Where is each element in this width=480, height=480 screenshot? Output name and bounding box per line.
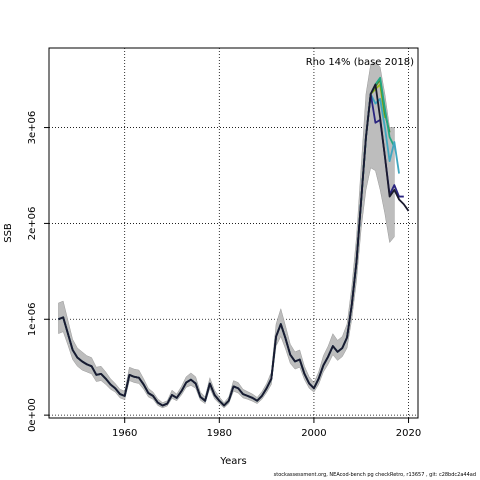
x-axis: 1960 1980 2000 2020 — [112, 417, 421, 439]
plot-border — [48, 47, 419, 419]
retro-peel-line — [58, 93, 400, 407]
x-tick-label: 1960 — [112, 428, 137, 439]
chart-annotation: Rho 14% (base 2018) — [306, 57, 414, 68]
y-tick-label: 3e+06 — [27, 111, 38, 145]
footer-credit: stockassessment.org, NEAcod-bench pg che… — [273, 472, 476, 478]
grid — [49, 48, 418, 418]
x-tick-label: 2000 — [301, 428, 326, 439]
retro-peel-line — [58, 83, 410, 407]
y-axis-label: SSB — [3, 223, 14, 243]
x-tick-label: 2020 — [396, 428, 421, 439]
y-axis: 0e+00 1e+06 2e+06 3e+06 — [27, 111, 50, 432]
retro-peel-line — [58, 76, 396, 407]
ci-band — [58, 62, 395, 409]
x-tick-label: 1980 — [207, 428, 232, 439]
series-lines — [58, 76, 410, 407]
retro-peel-line — [58, 93, 404, 407]
y-tick-label: 0e+00 — [27, 398, 38, 432]
y-tick-label: 1e+06 — [27, 302, 38, 336]
confidence-band — [58, 62, 395, 409]
y-tick-label: 2e+06 — [27, 207, 38, 241]
x-axis-label: Years — [219, 456, 246, 467]
